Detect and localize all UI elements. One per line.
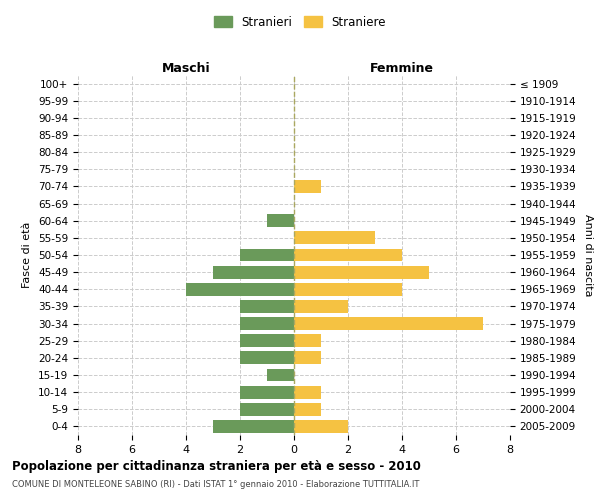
Bar <box>240 386 294 398</box>
Bar <box>294 266 429 278</box>
Text: Popolazione per cittadinanza straniera per età e sesso - 2010: Popolazione per cittadinanza straniera p… <box>12 460 421 473</box>
Bar <box>267 368 294 382</box>
Text: Femmine: Femmine <box>370 62 434 75</box>
Bar <box>267 214 294 227</box>
Bar <box>294 232 375 244</box>
Bar <box>213 420 294 433</box>
Bar <box>294 420 348 433</box>
Y-axis label: Anni di nascita: Anni di nascita <box>583 214 593 296</box>
Bar <box>294 334 321 347</box>
Bar <box>294 403 321 415</box>
Bar <box>240 403 294 415</box>
Bar <box>294 386 321 398</box>
Bar <box>294 300 348 313</box>
Y-axis label: Fasce di età: Fasce di età <box>22 222 32 288</box>
Bar <box>294 248 402 262</box>
Text: Maschi: Maschi <box>161 62 211 75</box>
Bar <box>240 352 294 364</box>
Bar <box>294 317 483 330</box>
Bar <box>294 180 321 193</box>
Bar <box>294 352 321 364</box>
Bar <box>240 300 294 313</box>
Bar <box>240 317 294 330</box>
Legend: Stranieri, Straniere: Stranieri, Straniere <box>209 11 391 34</box>
Bar <box>294 283 402 296</box>
Bar <box>240 334 294 347</box>
Bar <box>213 266 294 278</box>
Bar <box>186 283 294 296</box>
Bar <box>240 248 294 262</box>
Text: COMUNE DI MONTELEONE SABINO (RI) - Dati ISTAT 1° gennaio 2010 - Elaborazione TUT: COMUNE DI MONTELEONE SABINO (RI) - Dati … <box>12 480 419 489</box>
